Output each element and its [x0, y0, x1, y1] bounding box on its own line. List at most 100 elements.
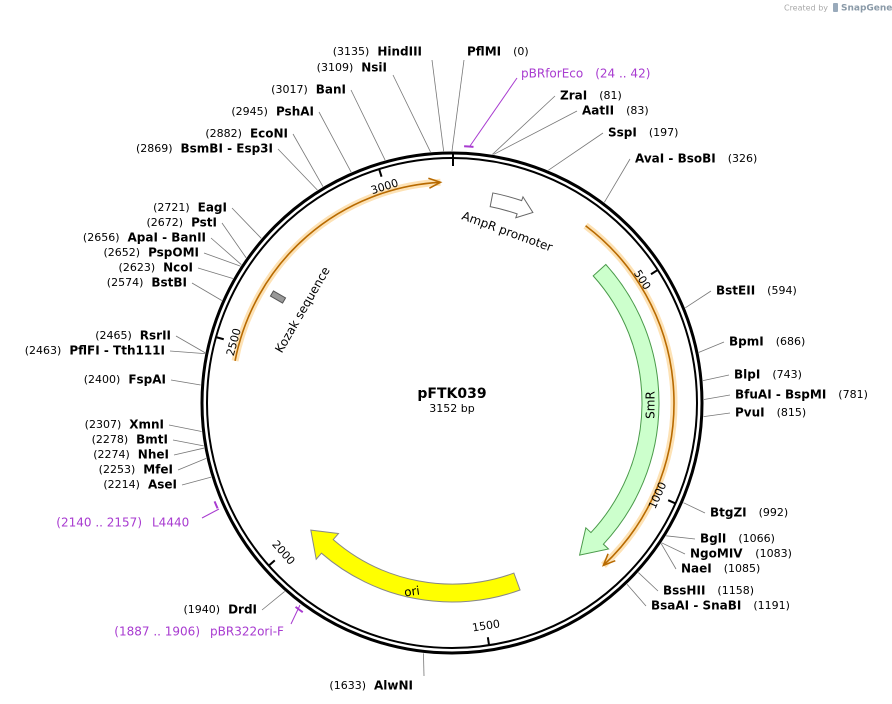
- enzyme-name: BtgZI: [710, 506, 747, 520]
- enzyme-name: DrdI: [228, 603, 257, 617]
- enzyme-name: BfuAI - BspMI: [735, 388, 826, 402]
- primer-mark: [464, 145, 474, 148]
- enzyme-name: PspOMI: [148, 246, 199, 260]
- enzyme-position: (815): [777, 406, 807, 419]
- feature-arrow: [310, 529, 521, 603]
- tick-mark: [486, 637, 491, 646]
- feature-label: ori: [403, 583, 420, 599]
- enzyme-name: BglI: [700, 532, 726, 546]
- enzyme-position: (992): [759, 506, 789, 519]
- enzyme-name: RsrII: [140, 329, 171, 343]
- enzyme-name: BsmBI - Esp3I: [181, 142, 273, 156]
- enzyme-position: (2400): [84, 373, 121, 386]
- tick-mark: [215, 336, 224, 341]
- enzyme-name: BssHII: [663, 584, 705, 598]
- enzyme-position: (2652): [103, 246, 140, 259]
- tick-mark: [667, 499, 676, 505]
- feature-label: AmpR promoter: [460, 209, 554, 255]
- feature-label: SmR: [644, 391, 658, 419]
- enzyme-leader: [493, 110, 578, 155]
- enzyme-name: NsiI: [361, 61, 387, 75]
- primer-leader: [469, 77, 518, 147]
- primer-range: (1887 .. 1906): [114, 625, 200, 639]
- enzyme-leader: [703, 412, 731, 418]
- primer-range: (2140 .. 2157): [56, 516, 142, 530]
- enzyme-name: NaeI: [681, 562, 712, 576]
- enzyme-position: (1940): [183, 603, 220, 616]
- enzyme-position: (2307): [85, 418, 122, 431]
- enzyme-position: (2574): [107, 276, 144, 289]
- enzyme-leader: [210, 237, 242, 265]
- enzyme-leader: [392, 74, 431, 153]
- enzyme-name: PvuI: [735, 406, 765, 420]
- enzyme-leader: [661, 542, 686, 555]
- enzyme-name: EcoNI: [250, 127, 288, 141]
- feature-arc: [585, 225, 675, 566]
- primer-range: (24 .. 42): [595, 67, 650, 81]
- primer-mark: [213, 500, 219, 509]
- enzyme-leader: [660, 543, 677, 570]
- enzyme-leader: [177, 458, 207, 471]
- enzyme-name: BpmI: [729, 335, 764, 349]
- logo-icon: [833, 3, 838, 12]
- enzyme-name: HindIII: [377, 45, 422, 59]
- enzyme-leader: [548, 132, 604, 171]
- enzyme-leader: [702, 374, 730, 381]
- enzyme-leader: [191, 282, 222, 301]
- enzyme-position: (2945): [231, 105, 268, 118]
- enzyme-position: (2869): [136, 142, 173, 155]
- enzyme-leader: [277, 148, 318, 191]
- enzyme-name: BanI: [316, 83, 346, 97]
- tick-label: 1000: [646, 480, 669, 511]
- tick-label: 1500: [471, 617, 501, 634]
- enzyme-name: AatII: [582, 104, 614, 118]
- enzyme-position: (2882): [205, 127, 242, 140]
- tick-mark: [650, 269, 659, 276]
- enzyme-name: ApaI - BanII: [128, 231, 207, 245]
- enzyme-name: NgoMIV: [690, 547, 743, 561]
- plasmid-name: pFTK039: [417, 386, 486, 402]
- feature-glow: [231, 178, 441, 362]
- enzyme-leader: [261, 591, 285, 611]
- enzyme-leader: [203, 252, 241, 267]
- enzyme-name: PflFI - Tth111I: [69, 344, 165, 358]
- enzyme-position: (686): [776, 335, 806, 348]
- enzyme-leader: [350, 89, 386, 161]
- enzyme-name: PshAI: [276, 105, 314, 119]
- enzyme-position: (2465): [95, 329, 132, 342]
- enzyme-leader: [703, 394, 731, 400]
- enzyme-leader: [175, 335, 206, 354]
- enzyme-leader: [231, 207, 262, 239]
- enzyme-name: BsaAI - SnaBI: [651, 599, 741, 613]
- feature-label: Kozak sequence: [272, 264, 333, 355]
- enzyme-position: (2721): [153, 201, 190, 214]
- enzyme-name: PstI: [191, 216, 217, 230]
- enzyme-leader: [170, 379, 201, 386]
- enzyme-name: BstBI: [151, 276, 187, 290]
- tick-label: 2000: [269, 538, 297, 568]
- enzyme-name: BlpI: [734, 368, 760, 382]
- enzyme-leader: [181, 476, 212, 486]
- enzyme-name: FspAI: [128, 373, 166, 387]
- enzyme-position: (594): [767, 284, 797, 297]
- enzyme-leader: [698, 341, 725, 353]
- enzyme-position: (1085): [724, 562, 761, 575]
- enzyme-leader: [683, 502, 706, 514]
- enzyme-position: (2274): [93, 448, 130, 461]
- tick-mark: [268, 559, 276, 567]
- enzyme-name: ZraI: [560, 89, 587, 103]
- enzyme-leader: [318, 111, 352, 173]
- enzyme-name: XmnI: [129, 418, 164, 432]
- enzyme-position: (1191): [753, 599, 790, 612]
- enzyme-name: AvaI - BsoBI: [635, 152, 716, 166]
- enzyme-leader: [626, 584, 647, 607]
- enzyme-name: BmtI: [136, 433, 168, 447]
- enzyme-name: MfeI: [143, 463, 173, 477]
- enzyme-position: (3135): [333, 45, 370, 58]
- enzyme-leader: [685, 290, 712, 309]
- enzyme-position: (2672): [146, 216, 183, 229]
- primer-name: pBRforEco: [521, 67, 583, 81]
- feature-arrowhead: [601, 553, 616, 567]
- feature-arrow: [489, 192, 534, 219]
- feature-block: [269, 290, 287, 304]
